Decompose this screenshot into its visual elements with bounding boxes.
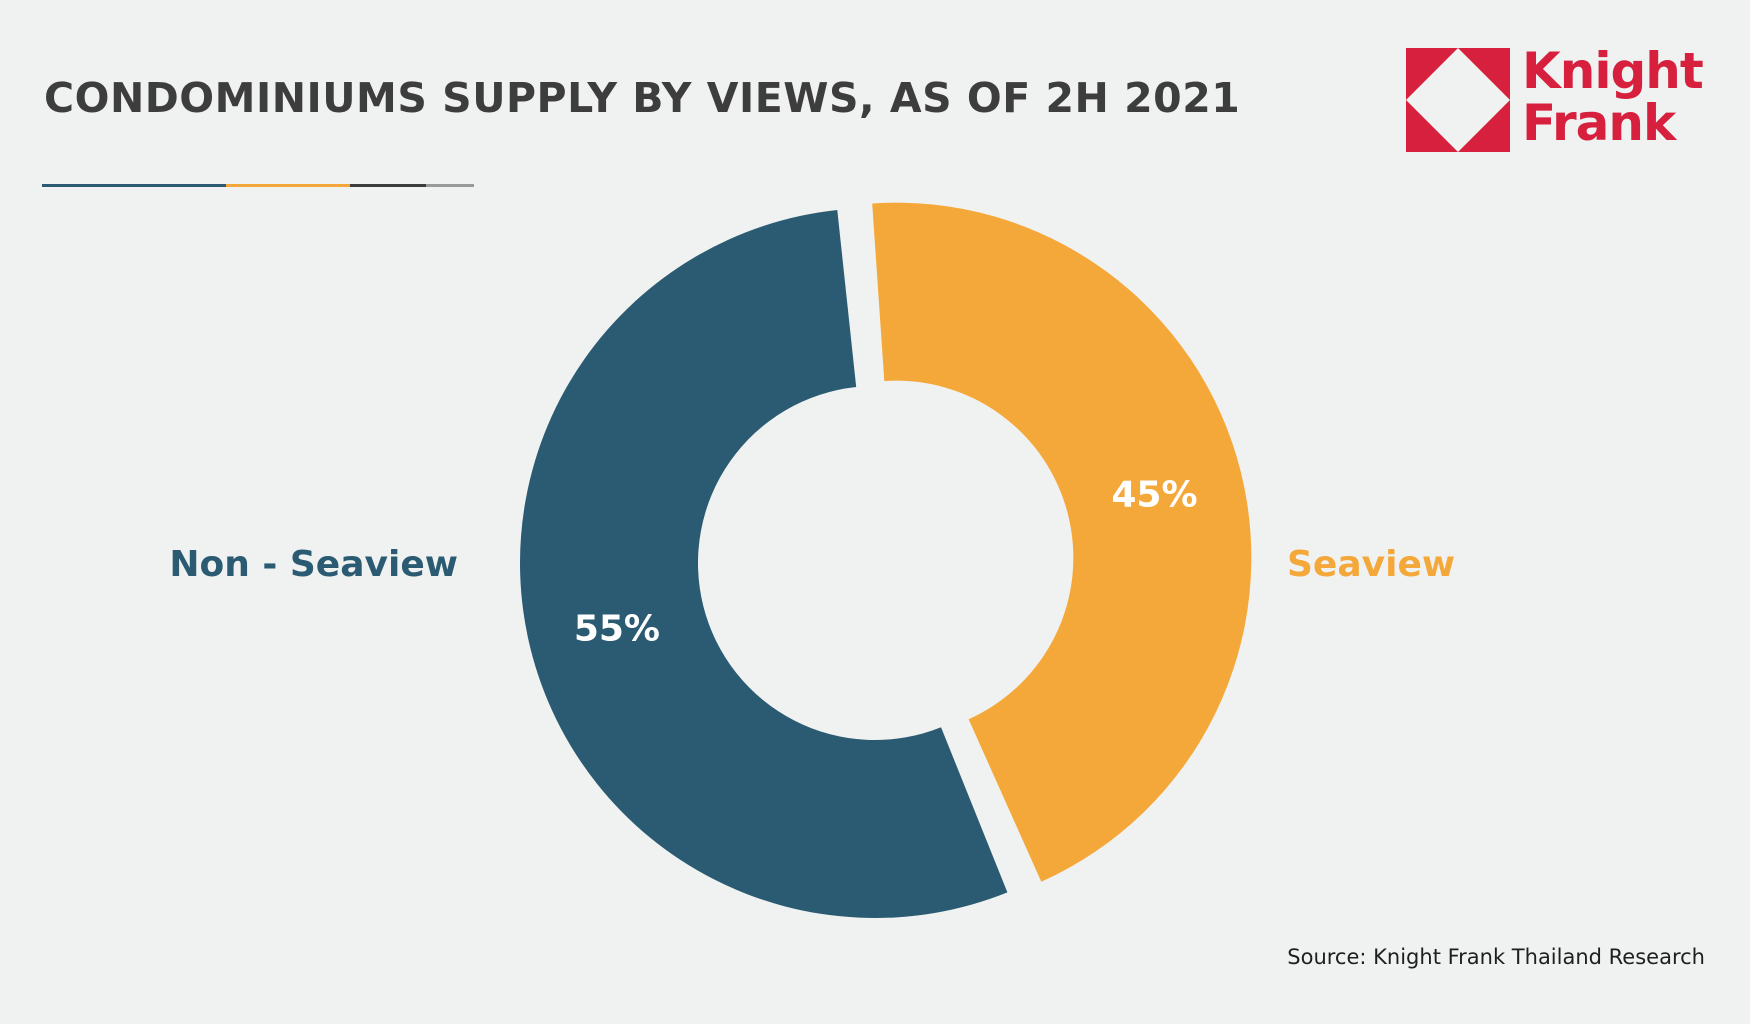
title-underline <box>42 184 474 187</box>
category-label-1: Non - Seaview <box>169 544 458 585</box>
logo-text-line2: Frank <box>1522 94 1676 152</box>
chart-slice-labels: 55% Non - Seaview 45% Seaview <box>169 474 1455 649</box>
slice-seaview <box>872 202 1252 882</box>
underline-segment-3 <box>350 184 426 187</box>
category-label-2: Seaview <box>1287 544 1455 585</box>
logo-text-line1: Knight <box>1522 42 1704 100</box>
underline-segment-4 <box>426 184 474 187</box>
knight-frank-logo: Knight Frank <box>1406 46 1704 152</box>
value-label-1: 55% <box>574 608 660 649</box>
chart-slices <box>520 202 1252 919</box>
slice-non-seaview <box>520 210 1008 919</box>
value-label-2: 45% <box>1111 474 1197 515</box>
source-note: Source: Knight Frank Thailand Research <box>1287 945 1705 969</box>
chart-title: CONDOMINIUMS SUPPLY BY VIEWS, AS OF 2H 2… <box>44 74 1241 122</box>
underline-segment-1 <box>42 184 226 187</box>
underline-segment-2 <box>226 184 350 187</box>
logo-mark-icon <box>1406 48 1510 152</box>
